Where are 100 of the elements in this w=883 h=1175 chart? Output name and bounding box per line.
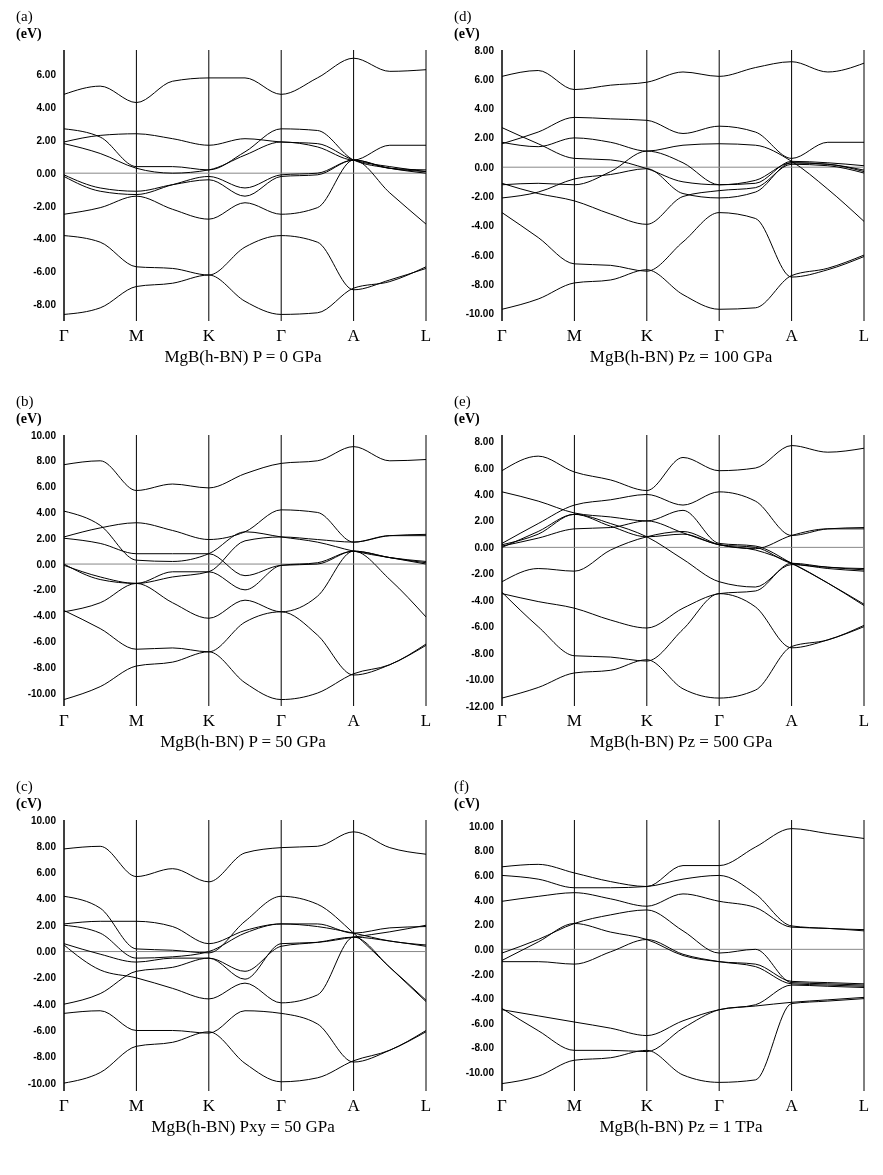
y-tick-label: 4.00	[474, 894, 495, 906]
y-tick-label: 4.00	[36, 102, 57, 114]
y-tick-label: 8.00	[474, 845, 495, 857]
x-tick-label: M	[128, 326, 144, 346]
x-tick-label: Γ	[59, 711, 70, 731]
x-tick-label: K	[202, 326, 216, 346]
y-tick-label: -4.00	[33, 233, 57, 245]
y-tick-label: -4.00	[471, 993, 495, 1005]
y-tick-label: 4.00	[36, 506, 57, 518]
x-tick-label: Γ	[276, 326, 287, 346]
x-tick-label: L	[420, 711, 432, 731]
x-tick-label: L	[858, 1096, 870, 1116]
y-tick-label: -4.00	[471, 220, 495, 232]
y-tick-label: -10.00	[27, 1077, 57, 1089]
chart-title: (d)	[454, 8, 473, 26]
y-tick-label: -6.00	[471, 249, 495, 261]
y-tick-label: 2.00	[36, 134, 57, 146]
y-tick-label: 6.00	[474, 869, 495, 881]
y-tick-label: 6.00	[36, 867, 57, 879]
y-tick-label: -4.00	[33, 998, 57, 1010]
y-tick-label: -10.00	[27, 687, 57, 699]
x-tick-label: L	[858, 326, 870, 346]
y-tick-label: 8.00	[474, 44, 495, 56]
x-tick-label: Γ	[59, 326, 70, 346]
y-tick-label: 2.00	[474, 919, 495, 931]
y-tick-label: 0.00	[474, 161, 495, 173]
y-tick-label: -4.00	[471, 594, 495, 606]
y-axis-title: (cV)	[454, 796, 481, 812]
y-tick-label: -2.00	[471, 191, 495, 203]
x-tick-label: K	[640, 326, 654, 346]
y-tick-label: 2.00	[36, 532, 57, 544]
x-tick-label: Γ	[714, 1096, 725, 1116]
y-tick-label: -2.00	[33, 972, 57, 984]
y-tick-label: -8.00	[33, 661, 57, 673]
x-tick-label: A	[347, 711, 361, 731]
y-tick-label: 2.00	[474, 515, 495, 527]
x-tick-label: M	[566, 711, 582, 731]
x-tick-label: M	[566, 326, 582, 346]
y-tick-label: -2.00	[33, 584, 57, 596]
y-tick-label: -10.00	[465, 1067, 495, 1079]
x-axis-title: MgB(h-BN) P = 0 GPa	[163, 347, 323, 367]
chart-title: (b)	[16, 393, 35, 411]
y-axis-title: (eV)	[454, 411, 481, 427]
y-tick-label: -4.00	[33, 610, 57, 622]
y-tick-label: -10.00	[465, 674, 495, 686]
y-axis-title: (eV)	[16, 411, 43, 427]
x-axis-title: MgB(h-BN) Pz = 100 GPa	[588, 347, 774, 367]
x-axis-title: MgB(h-BN) P = 50 GPa	[159, 732, 327, 752]
y-axis-title: (cV)	[16, 796, 43, 812]
x-tick-label: K	[640, 1096, 654, 1116]
x-tick-label: A	[347, 326, 361, 346]
y-tick-label: 6.00	[474, 462, 495, 474]
y-tick-label: -8.00	[471, 1042, 495, 1054]
x-tick-label: M	[128, 711, 144, 731]
y-tick-label: -10.00	[465, 308, 495, 320]
y-axis-title: (eV)	[454, 26, 481, 42]
y-tick-label: -8.00	[33, 299, 57, 311]
y-axis-title: (eV)	[16, 26, 43, 42]
x-axis-title: MgB(h-BN) Pz = 1 TPa	[598, 1117, 764, 1137]
y-tick-label: 0.00	[474, 943, 495, 955]
chart-title: (f)	[454, 778, 470, 796]
x-tick-label: A	[785, 326, 799, 346]
y-tick-label: 0.00	[36, 558, 57, 570]
x-tick-label: M	[566, 1096, 582, 1116]
x-tick-label: Γ	[276, 1096, 287, 1116]
y-tick-label: 8.00	[36, 840, 57, 852]
x-tick-label: A	[347, 1096, 361, 1116]
y-tick-label: 10.00	[30, 429, 57, 441]
y-tick-label: -2.00	[471, 968, 495, 980]
x-tick-label: Γ	[497, 1096, 508, 1116]
x-tick-label: Γ	[497, 711, 508, 731]
y-tick-label: -6.00	[471, 621, 495, 633]
x-tick-label: Γ	[714, 326, 725, 346]
y-tick-label: 8.00	[474, 436, 495, 448]
y-tick-label: -8.00	[471, 647, 495, 659]
y-tick-label: 2.00	[36, 919, 57, 931]
x-tick-label: Γ	[714, 711, 725, 731]
y-tick-label: 4.00	[474, 103, 495, 115]
y-tick-label: 10.00	[468, 820, 495, 832]
x-axis-title: MgB(h-BN) Pz = 500 GPa	[588, 732, 774, 752]
y-tick-label: -6.00	[33, 1025, 57, 1037]
y-tick-label: -6.00	[33, 636, 57, 648]
y-tick-label: 4.00	[36, 893, 57, 905]
y-tick-label: -8.00	[471, 278, 495, 290]
chart-title: (a)	[16, 8, 34, 26]
y-tick-label: 0.00	[36, 167, 57, 179]
chart-title: (c)	[16, 778, 34, 796]
y-tick-label: 6.00	[474, 73, 495, 85]
y-tick-label: 8.00	[36, 455, 57, 467]
y-tick-label: -2.00	[471, 568, 495, 580]
y-tick-label: 2.00	[474, 132, 495, 144]
y-tick-label: -12.00	[465, 700, 495, 712]
y-tick-label: 6.00	[36, 69, 57, 81]
x-tick-label: Γ	[276, 711, 287, 731]
x-axis-title: MgB(h-BN) Pxy = 50 GPa	[150, 1117, 336, 1137]
x-tick-label: L	[420, 1096, 432, 1116]
y-tick-label: -6.00	[33, 266, 57, 278]
x-tick-label: Γ	[59, 1096, 70, 1116]
x-tick-label: K	[202, 711, 216, 731]
y-tick-label: -2.00	[33, 200, 57, 212]
